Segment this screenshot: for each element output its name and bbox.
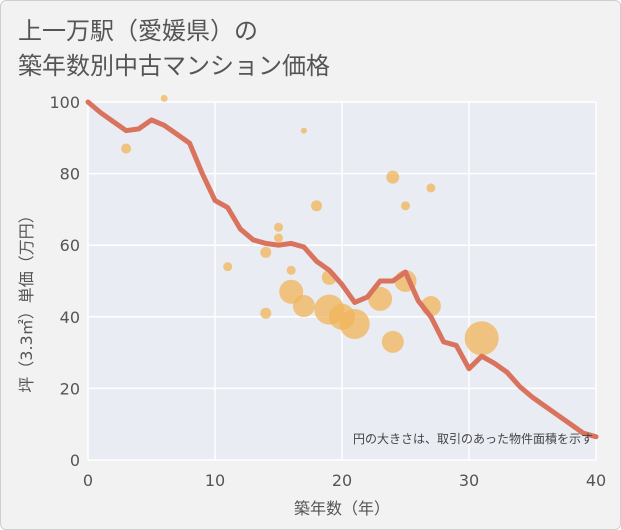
chart-title-line2: 築年数別中古マンション価格	[18, 52, 330, 80]
y-axis-title: 坪（3.3㎡）単価（万円）	[17, 207, 36, 392]
y-tick-label: 20	[60, 379, 80, 398]
bubble-point	[311, 200, 323, 212]
x-tick-label: 0	[83, 471, 93, 490]
bubble-point	[426, 183, 436, 193]
bubble-point	[286, 265, 296, 275]
x-axis-ticks: 0 10 20 30 40	[83, 471, 606, 490]
bubble-point	[260, 307, 272, 319]
y-axis-ticks: 0 20 40 60 80 100	[49, 93, 80, 470]
grid-lines	[87, 101, 597, 461]
chart-title: 上一万駅（愛媛県）の 築年数別中古マンション価格	[18, 14, 330, 84]
bubble-point	[121, 143, 132, 154]
bubble-point	[401, 201, 410, 211]
bubble-point	[381, 330, 404, 353]
bubble-point	[368, 286, 393, 311]
y-tick-label: 60	[60, 236, 80, 255]
size-annotation: 円の大きさは、取引のあった物件面積を示す	[353, 431, 593, 446]
bubble-point	[292, 295, 315, 318]
bubble-point	[274, 233, 283, 243]
x-tick-label: 30	[459, 471, 479, 490]
x-tick-label: 10	[205, 471, 225, 490]
bubble-point	[386, 170, 400, 184]
bubble-point	[260, 246, 272, 258]
x-tick-label: 20	[332, 471, 352, 490]
trend-line	[85, 99, 599, 440]
bubble-point	[339, 308, 370, 339]
bubble-point	[300, 127, 307, 134]
y-tick-label: 0	[70, 451, 80, 470]
bubble-point	[464, 321, 499, 356]
bubble-point	[160, 94, 168, 102]
y-tick-label: 100	[49, 93, 80, 112]
bubble-point	[223, 262, 233, 272]
x-axis-title: 築年数（年）	[294, 499, 390, 518]
chart-title-line1: 上一万駅（愛媛県）の	[18, 17, 258, 45]
bubble-series	[121, 94, 499, 356]
y-tick-label: 40	[60, 308, 80, 327]
bubble-point	[274, 222, 283, 232]
x-tick-label: 40	[586, 471, 606, 490]
y-tick-label: 80	[60, 165, 80, 184]
